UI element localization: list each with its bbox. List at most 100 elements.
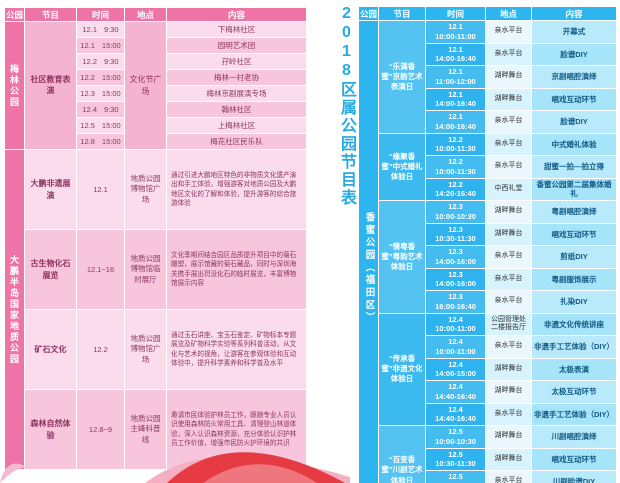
location-cell: 亲水平台 [485,470,532,483]
date-text: 12.3 [448,247,463,256]
program-cell: 森林自然体验 [24,389,77,470]
table-row: 12.1 14:00-16:40 亲水平台 脸谱DIY [359,42,617,66]
time-cell: 12.1 14:00-16:40 [425,87,486,111]
header-row: 公园 节目 时间 地点 内容 [358,6,617,21]
location-cell: 地质公园博物馆广场 [124,309,167,390]
time-text: 15:00 [101,121,121,130]
location-cell: 亲水平台 [485,335,532,359]
content-cell: 甜蜜一拍—拍立得 [531,155,617,179]
content-cell: 唱戏互动环节 [531,447,617,471]
header-cell: 公园 [4,7,25,22]
date-text: 12.1 [448,112,463,121]
content-cell: 上梅林社区 [166,117,307,134]
content-cell: 脸谱DIY [531,110,617,134]
date-text: 12.8 [80,137,95,146]
time-text: 10:30-11:30 [435,234,476,244]
time-cell: 12.1~16 [76,229,125,310]
content-cell: 粤剧唱腔演绎 [531,200,617,224]
program-cell: “传承香蜜”非遗文化体验日 [378,312,426,426]
time-cell: 12.3 10:30-11:30 [425,222,486,246]
content-cell: 扎染DIY [531,290,617,314]
time-text: 10:00-11:00 [435,31,476,41]
content-cell: 开幕式 [531,20,617,44]
content-cell: 翰林社区 [166,101,307,118]
time-cell: 12.3 10:00-10:30 [425,200,486,224]
header-cell: 时间 [76,7,125,22]
time-text: 14:00-16:40 [435,99,476,109]
content-cell: 梅林京剧展演专场 [166,85,307,102]
location-cell: 地质公园博物馆临时展厅 [124,229,167,310]
content-cell: 唱戏互动环节 [531,222,617,246]
location-cell: 地质公园博物馆广场 [124,149,167,230]
content-cell: 通过玉石讲座、宝玉石鉴定、矿物标本专题展览及矿物科学实验等系列科普活动，从文化与… [166,309,307,390]
location-cell: 湖畔舞台 [485,222,532,246]
left-page: 公园 节目 时间 地点 内容 梅林公园 社区教育表演 12.1 9:30 文化节广场 下梅林社区 12… [4,7,307,470]
location-cell: 亲水平台 [485,267,532,291]
program-cell: “乐满香蜜”京韵艺术表演日 [378,20,426,134]
table-row: “传承香蜜”非遗文化体验日 12.4 10:00-11:00 公园管理处二楼报告厅 非遗… [359,312,617,426]
program-cell: 社区教育表演 [24,21,77,150]
table-row: 12.4 9:30 翰林社区 [5,101,307,118]
date-text: 12.4 [448,382,463,391]
time-cell: 12.1 15:00 [76,37,125,54]
time-text: 10:00-11:30 [435,166,476,176]
time-text: 9:30 [104,105,119,114]
time-cell: 12.8 15:00 [76,133,125,150]
time-text: 10:30-11:30 [435,459,476,469]
location-cell: 湖畔舞台 [485,87,532,111]
program-cell: “缘聚香蜜”中式婚礼体验日 [378,132,426,201]
table-row: 12.4 10:00-11:00 亲水平台 非遗手工艺体验（DIY） [359,335,617,359]
time-cell: 12.8~9 [76,389,125,470]
header-cell: 内容 [166,7,307,22]
time-text: 10:00-10:30 [435,436,476,446]
date-text: 12.2 [80,73,95,82]
content-cell: 非遗手工艺体验（DIY） [531,402,617,426]
date-text: 12.4 [82,105,97,114]
location-cell: 湖畔舞台 [485,357,532,381]
date-text: 12.3 [448,202,463,211]
time-text: 14:00-16:40 [435,121,476,131]
page-title: 2018区属公园节目表 [338,5,355,207]
time-cell: 12.3 14:00-16:00 [425,245,486,269]
decorative-ribbon [145,452,350,483]
time-cell: 12.1 14:00-16:40 [425,110,486,134]
time-text: 11:00-12:00 [435,76,476,86]
content-cell: 剪纸DIY [531,245,617,269]
curl-shape [0,463,26,483]
park-name-cell: 梅林公园 [4,21,25,150]
time-text: 16:00-16:40 [435,301,476,311]
content-cell: 中式婚礼体验 [531,132,617,156]
time-cell: 12.3 15:00 [76,85,125,102]
location-cell: 湖畔舞台 [485,200,532,224]
time-cell: 12.3 16:00-16:40 [425,290,486,314]
date-text: 12.5 [80,121,95,130]
date-text: 12.5 [448,472,463,481]
right-schedule-table: 公园 节目 时间 地点 内容 香蜜公园（福田区） “乐满香蜜”京韵艺术表演日 12.1 10:0… [358,6,617,483]
date-text: 12.5 [448,427,463,436]
time-text: 15:00 [101,41,121,50]
time-cell: 12.5 10:30-11:30 [425,447,486,471]
table-row: 矿石文化 12.2 地质公园博物馆广场 通过玉石讲座、宝玉石鉴定、矿物标本专题展览及矿… [5,309,307,390]
header-cell: 地点 [485,6,532,21]
content-cell: 梅林一村老协 [166,69,307,86]
date-text: 12.4 [448,359,463,369]
time-cell: 12.514:00-16:00 [425,470,486,483]
date-text: 12.3 [448,269,463,279]
content-cell: 川剧唱腔演绎 [531,425,617,449]
time-text: 14:40-16:40 [435,414,476,424]
table-row: 12.514:00-16:00亲水平台川剧脸谱DIY [359,470,617,483]
location-cell: 亲水平台 [485,132,532,156]
time-cell: 12.4 14:00-15:00 [425,357,486,381]
table-row: 12.3 10:30-11:30 湖畔舞台 唱戏互动环节 [359,222,617,246]
time-cell: 12.2 15:00 [76,69,125,86]
time-cell: 12.4 14:40-16:40 [425,380,486,404]
time-text: 9:30 [104,25,119,34]
date-text: 12.4 [448,404,463,414]
time-text: 10:00-11:00 [435,346,476,356]
time-text: 14:00-15:00 [435,369,476,379]
location-cell: 湖畔舞台 [485,425,532,449]
date-text: 12.3 [80,89,95,98]
time-cell: 12.5 10:00-10:30 [425,425,486,449]
header-cell: 节目 [378,6,426,21]
time-cell: 12.2 9:30 [76,53,125,70]
